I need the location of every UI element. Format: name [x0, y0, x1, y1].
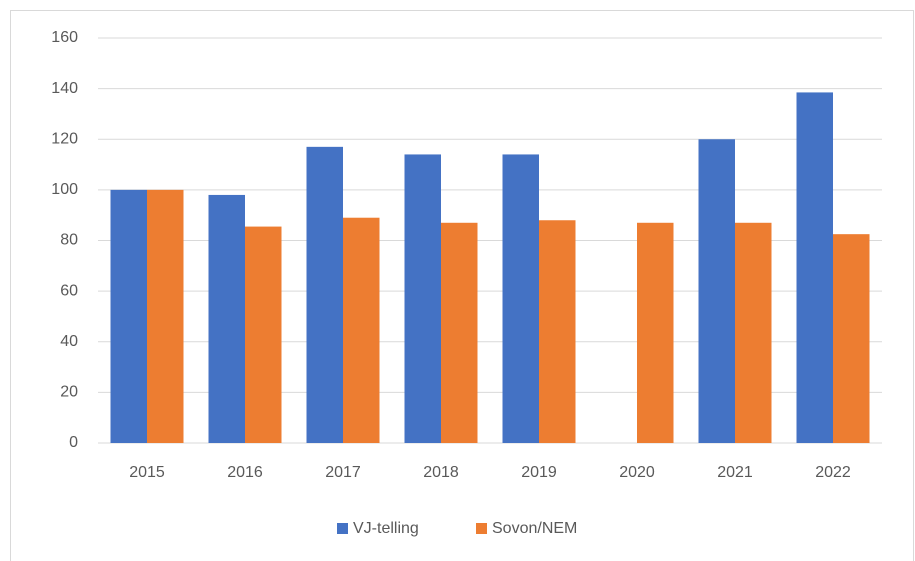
- x-tick-label: 2022: [815, 464, 851, 481]
- bar: [539, 220, 576, 443]
- y-tick-label: 160: [51, 29, 78, 46]
- legend-swatch: [476, 523, 487, 534]
- bar: [441, 222, 478, 443]
- y-tick-label: 40: [60, 333, 78, 350]
- y-tick-label: 80: [60, 232, 78, 249]
- bar: [404, 154, 441, 443]
- bar: [343, 217, 380, 443]
- bar: [245, 226, 282, 443]
- y-tick-label: 120: [51, 130, 78, 147]
- x-tick-label: 2017: [325, 464, 361, 481]
- y-tick-label: 140: [51, 80, 78, 97]
- x-tick-label: 2018: [423, 464, 459, 481]
- legend-label: Sovon/NEM: [492, 520, 577, 537]
- x-tick-label: 2021: [717, 464, 753, 481]
- bar: [110, 189, 147, 443]
- bar: [796, 92, 833, 443]
- bar: [833, 234, 870, 443]
- x-tick-label: 2015: [129, 464, 165, 481]
- x-tick-label: 2016: [227, 464, 263, 481]
- bar: [208, 194, 245, 443]
- y-tick-label: 20: [60, 384, 78, 401]
- legend-swatch: [337, 523, 348, 534]
- y-tick-label: 0: [69, 434, 78, 451]
- x-tick-label: 2019: [521, 464, 557, 481]
- x-tick-label: 2020: [619, 464, 655, 481]
- bar: [306, 146, 343, 443]
- bar: [735, 222, 772, 443]
- bar: [698, 139, 735, 443]
- y-tick-label: 60: [60, 282, 78, 299]
- bar: [147, 189, 184, 443]
- legend-label: VJ-telling: [353, 520, 419, 537]
- bar: [502, 154, 539, 443]
- bar: [637, 222, 674, 443]
- y-tick-label: 100: [51, 181, 78, 198]
